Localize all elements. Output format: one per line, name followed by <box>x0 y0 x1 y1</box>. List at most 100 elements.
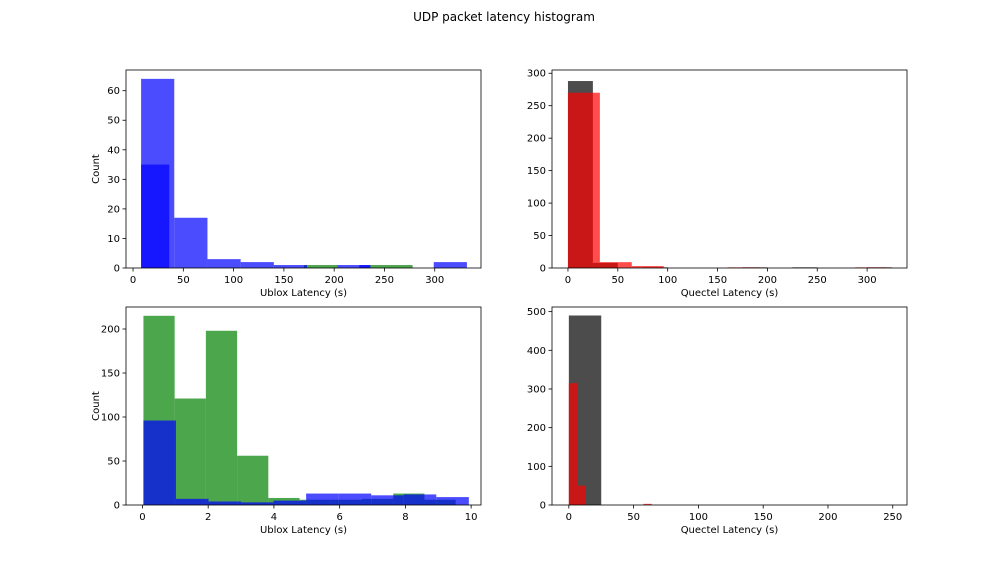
y-tick-label: 50 <box>107 116 120 127</box>
x-tick-label: 200 <box>818 512 837 523</box>
y-tick-label: 250 <box>527 101 546 112</box>
x-tick-label: 6 <box>336 512 342 523</box>
x-axis-label: Ublox Latency (s) <box>260 288 347 299</box>
x-tick-label: 50 <box>627 512 640 523</box>
x-tick-label: 100 <box>658 275 677 286</box>
x-tick-label: 150 <box>274 275 293 286</box>
y-tick-label: 500 <box>527 307 546 318</box>
x-tick-label: 10 <box>465 512 478 523</box>
axes-frame <box>551 69 908 269</box>
histogram-bar <box>371 495 404 505</box>
x-tick-label: 200 <box>325 275 344 286</box>
histogram-bar <box>370 265 413 268</box>
histogram-bar <box>273 265 308 268</box>
y-tick-label: 50 <box>107 457 120 468</box>
y-tick-label: 0 <box>540 501 546 512</box>
y-tick-label: 10 <box>107 234 120 245</box>
y-tick-label: 40 <box>107 145 120 156</box>
y-tick-label: 150 <box>527 166 546 177</box>
x-tick-label: 250 <box>883 512 902 523</box>
y-tick-label: 100 <box>527 462 546 473</box>
histogram-bar <box>174 217 208 268</box>
axes-frame <box>551 306 908 506</box>
histogram-bar <box>205 330 238 505</box>
x-tick-label: 100 <box>224 275 243 286</box>
x-tick-label: 50 <box>177 275 190 286</box>
histogram-bar <box>337 265 371 268</box>
x-tick-label: 250 <box>375 275 394 286</box>
histogram-bar <box>273 500 307 505</box>
subplot-4: 0 50 100 150 200 250 0 100 200 300 400 500 Quectel L… <box>527 306 908 536</box>
x-axis-label: Quectel Latency (s) <box>681 288 779 299</box>
series-2 <box>567 92 888 268</box>
histogram-bar <box>306 493 339 505</box>
x-tick-label: 0 <box>130 275 136 286</box>
histogram-bar <box>568 383 578 505</box>
series-2 <box>141 78 467 269</box>
histogram-bar <box>338 493 372 505</box>
y-tick-label: 50 <box>533 231 546 242</box>
x-axis-label: Ublox Latency (s) <box>260 525 347 536</box>
x-tick-label: 300 <box>425 275 444 286</box>
histogram-bar <box>567 92 600 268</box>
y-tick-label: 0 <box>114 501 120 512</box>
x-tick-label: 100 <box>689 512 708 523</box>
x-axis-label: Quectel Latency (s) <box>681 525 779 536</box>
histogram-bar <box>175 498 209 505</box>
y-axis-label: Count <box>91 154 102 184</box>
x-tick-label: 300 <box>858 275 877 286</box>
series-2 <box>143 420 469 505</box>
histogram-bar <box>577 485 586 505</box>
y-tick-label: 200 <box>101 325 120 336</box>
series-1 <box>143 315 456 505</box>
histogram-bar <box>174 398 206 505</box>
histogram-bar <box>643 503 652 505</box>
x-tick-label: 150 <box>754 512 773 523</box>
axes-frame <box>125 306 482 506</box>
histogram-bar <box>241 502 274 505</box>
figure-title: UDP packet latency histogram <box>413 10 595 24</box>
histogram-bar <box>304 265 338 268</box>
y-tick-label: 150 <box>101 369 120 380</box>
y-tick-label: 300 <box>527 69 546 80</box>
y-tick-label: 200 <box>527 134 546 145</box>
y-tick-label: 100 <box>101 413 120 424</box>
histogram-bar <box>436 497 469 505</box>
y-tick-label: 400 <box>527 346 546 357</box>
series-1 <box>567 81 893 268</box>
series-2 <box>568 383 652 505</box>
y-tick-label: 0 <box>540 264 546 275</box>
histogram-bar <box>237 455 269 505</box>
x-tick-label: 50 <box>611 275 624 286</box>
y-tick-label: 30 <box>107 175 120 186</box>
x-tick-label: 200 <box>758 275 777 286</box>
subplot-1: 0 50 100 150 200 250 300 0 10 20 30 40 50 60 Ublox Lat… <box>91 69 482 299</box>
y-tick-label: 100 <box>527 199 546 210</box>
histogram-bar <box>631 266 664 268</box>
y-tick-label: 300 <box>527 384 546 395</box>
x-tick-label: 150 <box>708 275 727 286</box>
x-tick-label: 8 <box>402 512 408 523</box>
series-3 <box>141 164 371 268</box>
histogram-bar <box>359 265 371 268</box>
histogram-bar <box>599 262 632 268</box>
histogram-bar <box>207 259 241 268</box>
series-1 <box>304 265 413 268</box>
histogram-bar <box>143 420 176 505</box>
histogram-bar <box>403 494 437 505</box>
histogram-bar <box>208 501 242 505</box>
y-tick-label: 60 <box>107 86 120 97</box>
y-tick-label: 20 <box>107 204 120 215</box>
x-tick-label: 0 <box>139 512 145 523</box>
histogram-bar <box>141 164 170 268</box>
subplot-2: 0 50 100 150 200 250 300 0 50 100 150 200 250 300 Quec… <box>527 69 908 299</box>
x-tick-label: 250 <box>808 275 827 286</box>
axes-frame <box>125 69 482 269</box>
x-tick-label: 2 <box>205 512 211 523</box>
y-tick-label: 200 <box>527 423 546 434</box>
x-tick-label: 0 <box>565 275 571 286</box>
y-tick-label: 0 <box>114 264 120 275</box>
x-tick-label: 0 <box>566 512 572 523</box>
